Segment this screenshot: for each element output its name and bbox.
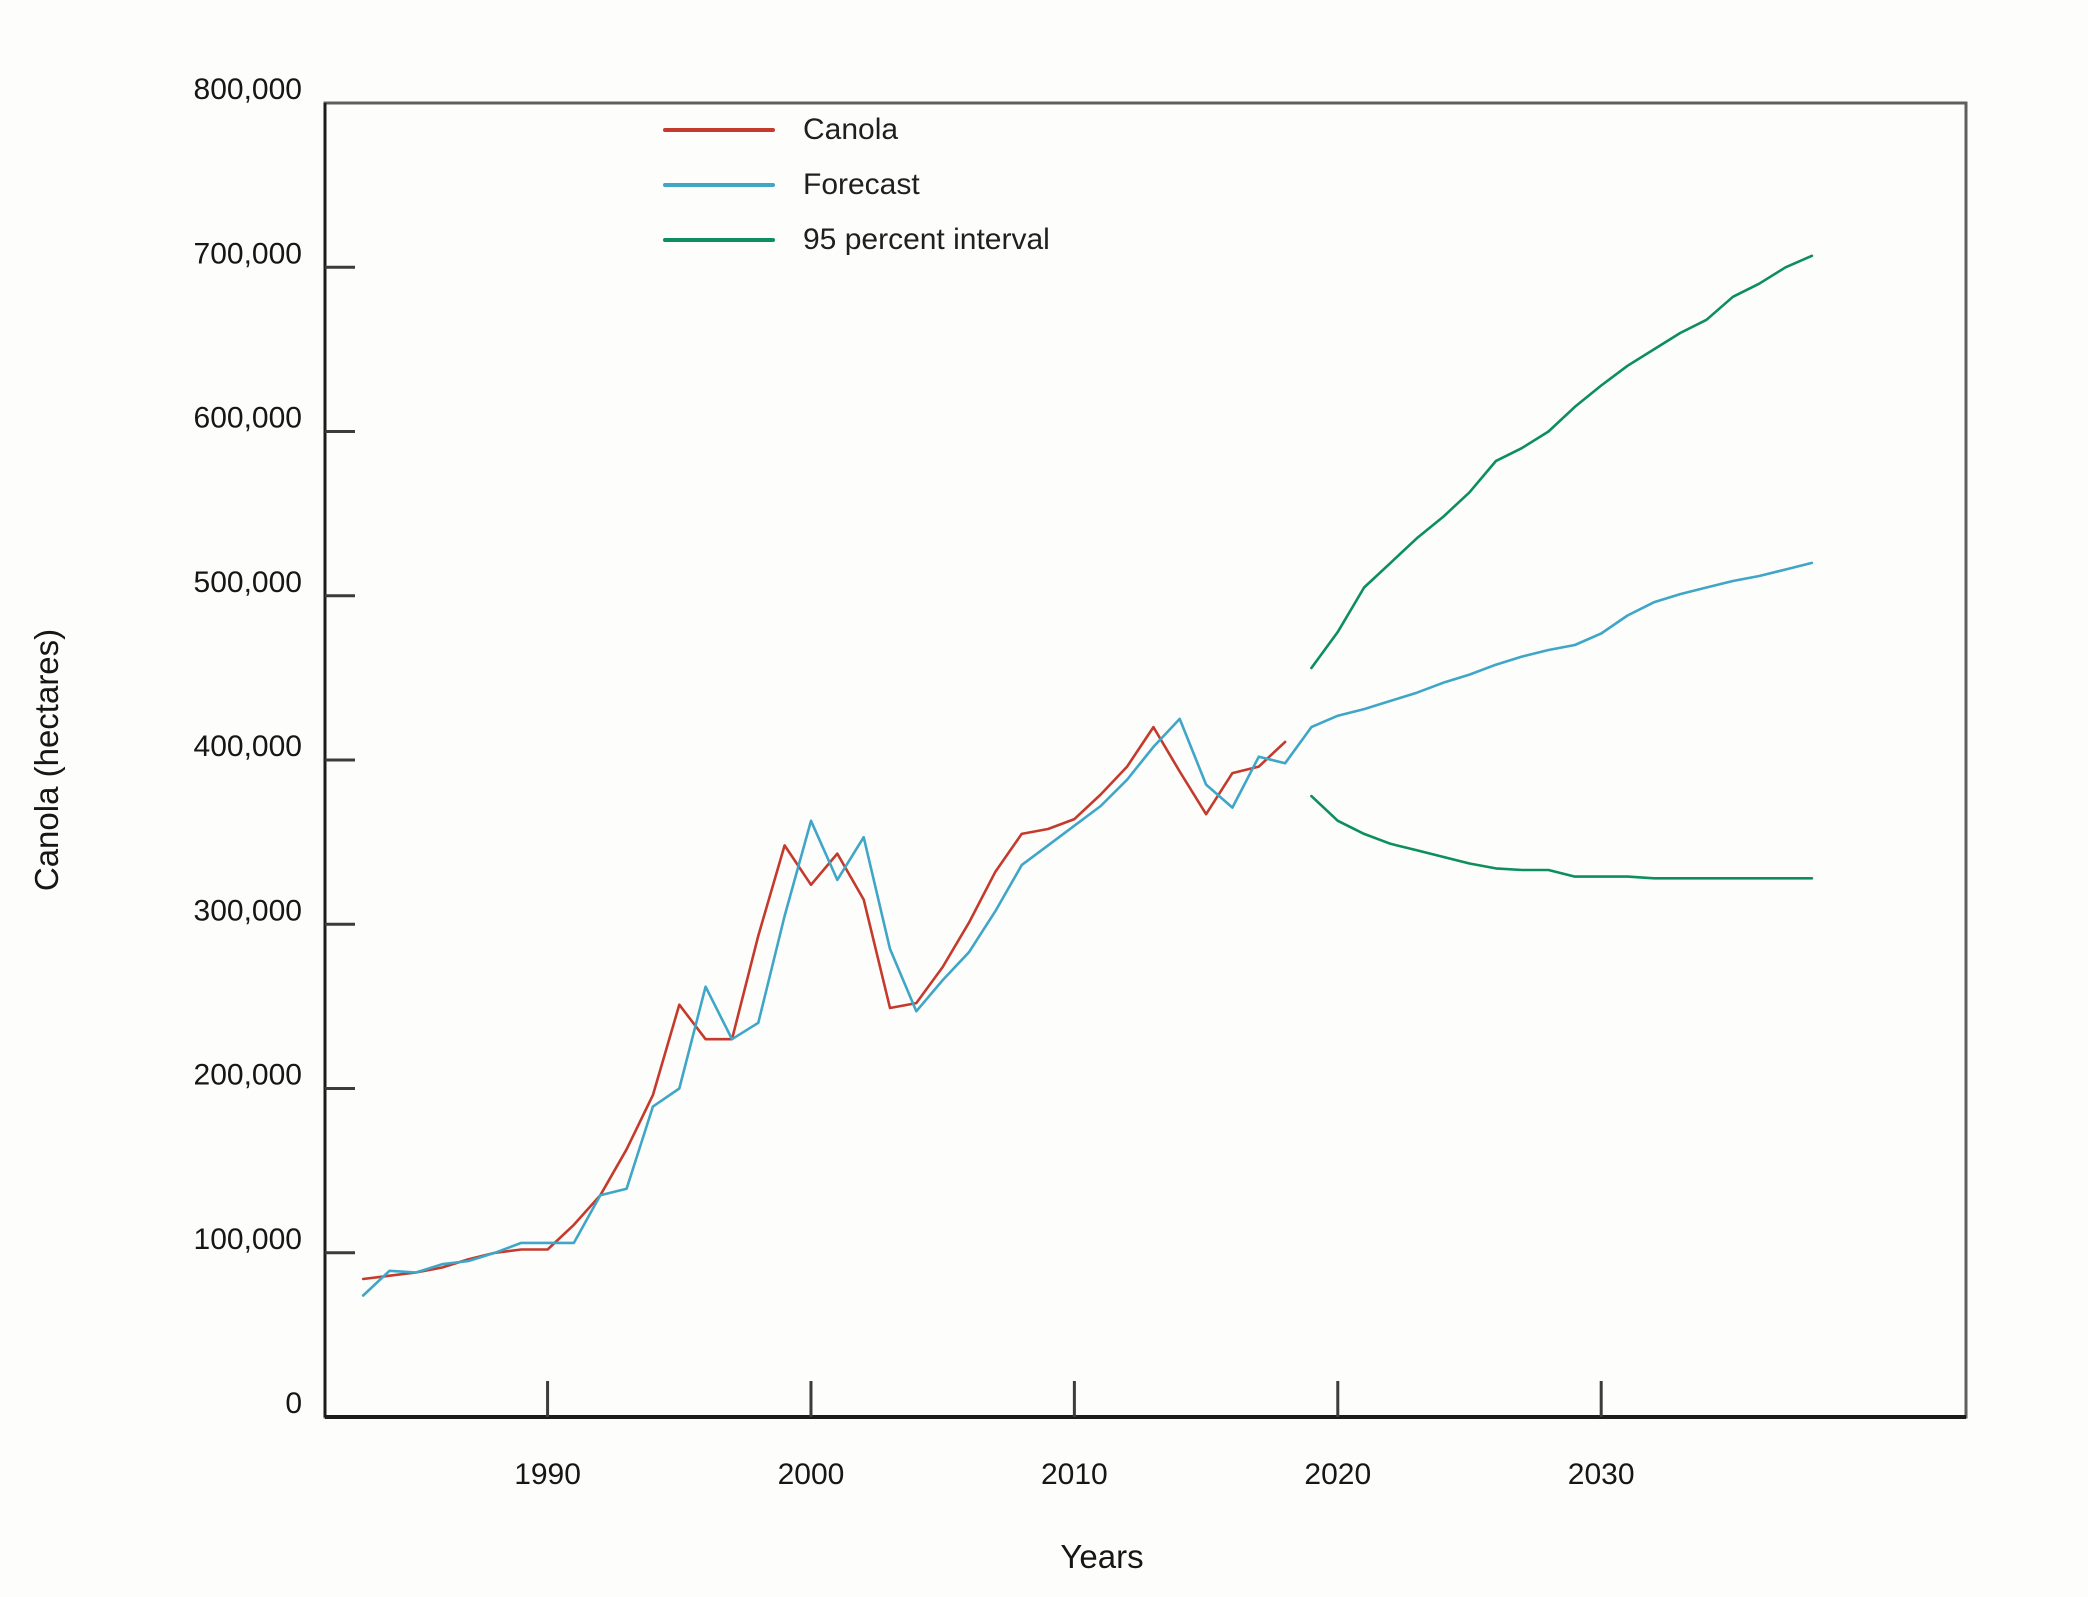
forecast-legend-swatch [663,182,775,187]
interval-line [1310,794,1814,880]
forecast-line [361,561,1814,1297]
y-tick-label: 200,000 [194,1059,302,1092]
interval-line [1310,254,1814,670]
canola-legend-label: Canola [803,112,899,146]
canola-line [361,725,1287,1281]
y-tick-label: 100,000 [194,1223,302,1256]
y-tick-label: 400,000 [194,730,302,763]
y-tick-label: 500,000 [194,566,302,599]
x-tick-label: 2030 [1568,1458,1635,1491]
x-tick-label: 2010 [1041,1458,1108,1491]
axes-layer: 0 100,000 200,000 300,000 400,000 500,000 600,… [194,73,1968,1491]
y-tick-label: 300,000 [194,894,302,927]
series-layer [361,254,1814,1297]
y-tick-label: 700,000 [194,237,302,270]
x-tick-label: 2020 [1304,1458,1371,1491]
x-tick-label: 2000 [778,1458,845,1491]
y-tick-label: 800,000 [194,73,302,106]
x-tick-label: 1990 [514,1458,581,1491]
forecast-legend-label: Forecast [803,167,920,201]
y-axis-title: Canola (hectares) [28,629,65,891]
y-tick-label: 0 [285,1387,302,1420]
interval-legend-swatch [663,237,775,242]
x-axis-title: Years [1060,1538,1143,1575]
plot-border [323,101,1968,1419]
legend: Canola Forecast 95 percent interval [663,102,1050,267]
interval-legend-label: 95 percent interval [803,222,1050,256]
y-tick-label: 600,000 [194,402,302,435]
canola-legend-swatch [663,127,775,132]
legend-item-canola: Canola [663,102,1050,157]
legend-item-forecast: Forecast [663,157,1050,212]
legend-item-interval: 95 percent interval [663,212,1050,267]
